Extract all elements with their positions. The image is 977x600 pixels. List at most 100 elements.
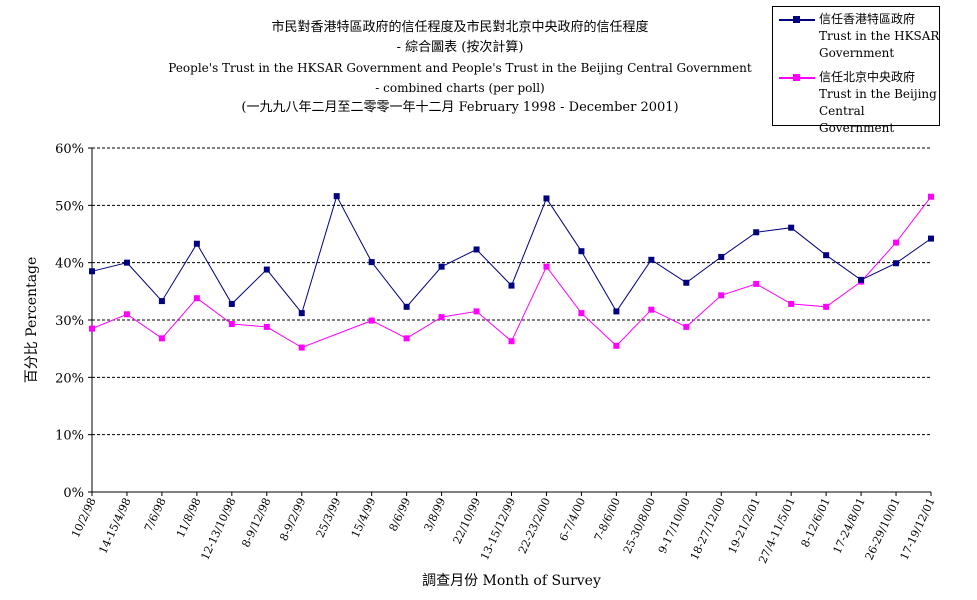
point-beijing (928, 193, 934, 200)
y-tick-label: 20% (55, 371, 84, 386)
legend: 信任香港特區政府 Trust in the HKSAR Government 信… (772, 6, 940, 135)
x-axis-label: 調查月份 Month of Survey (422, 573, 601, 589)
x-tick-label: 25-30/8/00 (621, 496, 658, 556)
point-hksar (263, 266, 270, 273)
x-tick-label: 8-9/2/99 (277, 496, 308, 543)
point-hksar (788, 224, 795, 231)
point-beijing (123, 311, 130, 318)
y-tick-label: 50% (55, 199, 84, 214)
point-hksar (438, 263, 445, 270)
x-tick-label: 8-12/6/01 (799, 496, 833, 550)
legend-label-beijing-en2: Central Government (819, 104, 895, 135)
y-tick-label: 0% (63, 486, 84, 501)
y-tick-label: 10% (55, 429, 84, 444)
x-tick-label: 17-24/8/01 (831, 496, 868, 556)
legend-swatch-hksar (779, 16, 815, 23)
point-hksar (473, 246, 480, 253)
x-tick-label: 9-17/10/00 (656, 496, 693, 556)
point-beijing (228, 321, 235, 328)
point-beijing (753, 280, 760, 287)
x-tick-label: 22/10/99 (451, 496, 484, 546)
point-hksar (89, 268, 95, 275)
legend-label-hksar-zh: 信任香港特區政府 (819, 12, 916, 26)
point-hksar (368, 259, 375, 266)
x-tick-label: 19-21/2/01 (726, 496, 763, 556)
point-beijing (473, 308, 480, 315)
point-beijing (89, 325, 95, 332)
title-line-en-sub: - combined charts (per poll) (375, 81, 545, 95)
point-hksar (228, 300, 235, 307)
point-hksar (613, 308, 620, 315)
x-tick-label: 13-15/12/99 (478, 496, 518, 562)
y-axis-label: 百分比 Percentage (24, 257, 40, 384)
legend-label-beijing-zh: 信任北京中央政府 (819, 70, 916, 84)
y-tick-label: 40% (55, 257, 84, 272)
point-beijing (158, 335, 165, 342)
x-tick-label: 12-13/10/98 (198, 496, 238, 562)
point-hksar (683, 279, 690, 286)
legend-label-hksar-en1: Trust in the HKSAR (819, 29, 940, 43)
legend-label-hksar-en2: Government (819, 46, 895, 60)
point-hksar (298, 310, 305, 317)
x-tick-label: 8/6/99 (387, 496, 414, 534)
point-hksar (123, 259, 130, 266)
legend-swatch-beijing (779, 74, 815, 81)
x-tick-label: 8-9/12/98 (239, 496, 273, 550)
x-tick-label: 3/8/99 (422, 496, 449, 534)
point-hksar (333, 193, 340, 200)
title-line-zh: 市民對香港特區政府的信任程度及市民對北京中央政府的信任程度 (271, 20, 649, 35)
point-beijing (403, 335, 410, 342)
x-tick-label: 6-7/4/00 (557, 496, 588, 543)
point-beijing (718, 292, 725, 299)
point-beijing (438, 314, 445, 321)
point-hksar (648, 256, 655, 263)
point-beijing (298, 344, 305, 351)
title-date-range: (一九九八年二月至二零零一年十二月 February 1998 - Decemb… (241, 100, 679, 115)
point-beijing (648, 306, 655, 313)
series-line-hksar (91, 194, 932, 315)
point-beijing (578, 310, 585, 317)
point-hksar (543, 195, 550, 202)
x-tick-label: 26-29/10/01 (863, 496, 903, 562)
point-beijing (893, 239, 900, 246)
point-hksar (403, 303, 410, 310)
x-tick-label: 25/3/99 (314, 496, 344, 540)
x-tick-label: 27/4-11/5/01 (756, 496, 798, 566)
point-beijing (508, 338, 515, 345)
point-beijing (823, 303, 830, 310)
point-beijing (683, 323, 690, 330)
point-beijing (193, 295, 200, 302)
title-line-zh-sub: - 綜合圖表 (按次計算) (396, 40, 524, 55)
point-hksar (823, 252, 830, 259)
point-hksar (753, 229, 760, 236)
x-tick-label: 7-8/6/00 (592, 496, 623, 543)
x-tick-label: 10/2/98 (69, 496, 99, 540)
y-tick-label: 60% (55, 142, 84, 157)
point-beijing (543, 263, 550, 270)
x-tick-label: 15/4/99 (349, 496, 379, 540)
point-hksar (928, 235, 934, 242)
point-beijing (263, 323, 270, 330)
x-tick-label: 17-19/12/01 (898, 496, 938, 562)
point-hksar (158, 298, 165, 305)
series-line-beijing (91, 196, 932, 349)
point-beijing (613, 342, 620, 349)
chart-title: 市民對香港特區政府的信任程度及市民對北京中央政府的信任程度 - 綜合圖表 (按次… (150, 18, 770, 118)
point-hksar (718, 253, 725, 260)
point-hksar (578, 248, 585, 255)
point-hksar (508, 282, 515, 289)
point-hksar (893, 260, 900, 267)
point-beijing (368, 317, 375, 324)
point-beijing (788, 300, 795, 307)
x-tick-label: 22-23/2/00 (516, 496, 553, 556)
title-line-en: People's Trust in the HKSAR Government a… (168, 61, 752, 75)
x-tick-label: 18-27/12/00 (688, 496, 728, 562)
point-hksar (858, 276, 865, 283)
legend-label-beijing-en1: Trust in the Beijing (819, 87, 937, 101)
y-tick-label: 30% (55, 314, 84, 329)
x-tick-label: 11/8/98 (174, 496, 204, 540)
x-tick-label: 7/6/98 (142, 496, 169, 534)
point-hksar (193, 240, 200, 247)
x-tick-label: 14-15/4/98 (96, 496, 133, 556)
